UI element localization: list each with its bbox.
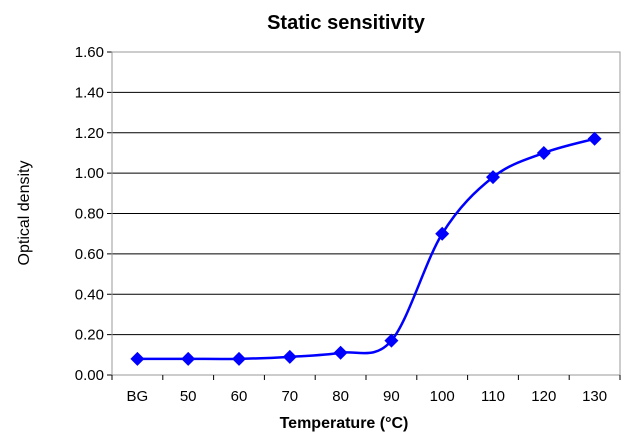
x-axis-label: Temperature (°C): [280, 415, 409, 432]
y-tick-label: 0.20: [75, 327, 104, 344]
y-axis-label: Optical density: [16, 161, 33, 266]
data-point: [486, 170, 500, 185]
y-tick-label: 0.00: [75, 367, 104, 384]
data-point: [130, 351, 145, 366]
y-tick-label: 1.20: [75, 125, 104, 142]
x-tick-labels: BG 50 60 70 80 90 100 110 120 130: [111, 375, 621, 405]
y-tick-label: 0.60: [75, 246, 104, 263]
x-tick-label: 110: [481, 388, 505, 405]
grid-lines: [107, 51, 620, 376]
data-point: [282, 349, 297, 364]
data-point: [333, 345, 348, 360]
data-point: [587, 131, 602, 146]
x-tick-label: 90: [383, 388, 400, 405]
data-point: [435, 226, 450, 241]
y-tick-label: 1.00: [75, 165, 104, 182]
series-line: [137, 137, 595, 361]
x-tick-label: 60: [231, 388, 248, 405]
y-tick-label: 1.60: [75, 44, 104, 61]
x-tick-label: 70: [281, 388, 298, 405]
x-tick-label: 50: [180, 388, 197, 405]
chart-title: Static sensitivity: [267, 12, 426, 34]
x-tick-label: BG: [127, 388, 149, 405]
x-tick-label: 100: [430, 388, 455, 405]
y-tick-labels: 0.00 0.20 0.40 0.60 0.80 1.00 1.20 1.40 1.60: [75, 44, 104, 384]
x-tick-label: 120: [531, 388, 556, 405]
y-tick-label: 1.40: [75, 84, 104, 101]
y-tick-label: 0.80: [75, 206, 104, 223]
data-point: [232, 351, 246, 366]
data-point: [384, 333, 399, 348]
x-tick-label: 130: [582, 388, 607, 405]
x-tick-label: 80: [332, 388, 349, 405]
y-tick-label: 0.40: [75, 286, 104, 303]
data-point: [181, 351, 196, 366]
data-point: [536, 145, 551, 160]
data-points: [130, 131, 602, 366]
